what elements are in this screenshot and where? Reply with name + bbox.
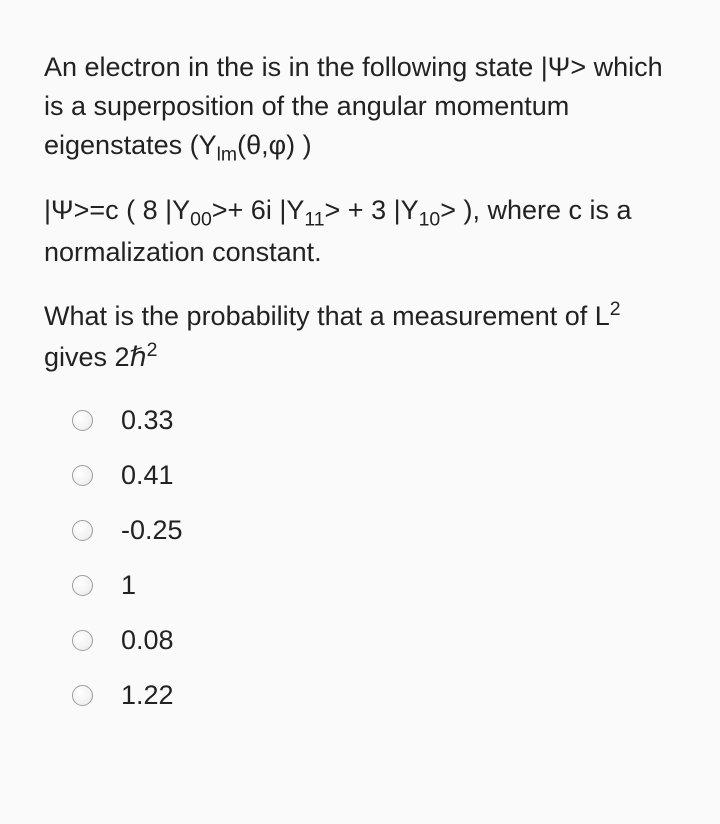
text: An electron in the is in the following s…: [44, 52, 663, 160]
option-row[interactable]: 0.33: [72, 405, 676, 436]
subscript-11: 11: [304, 208, 324, 230]
text: >+ 6i |Y: [212, 195, 305, 225]
option-row[interactable]: 1.22: [72, 680, 676, 711]
radio-icon[interactable]: [72, 410, 93, 431]
radio-icon[interactable]: [72, 465, 93, 486]
option-label: 0.33: [121, 405, 174, 436]
option-label: 0.08: [121, 625, 174, 656]
option-row[interactable]: -0.25: [72, 515, 676, 546]
text: |Ψ>=c ( 8 |Y: [44, 195, 190, 225]
question-page: An electron in the is in the following s…: [0, 0, 720, 759]
option-label: 0.41: [121, 460, 174, 491]
radio-icon[interactable]: [72, 685, 93, 706]
paragraph-3: What is the probability that a measureme…: [44, 295, 676, 377]
option-label: -0.25: [121, 515, 183, 546]
superscript-2b: 2: [147, 339, 158, 361]
option-label: 1.22: [121, 680, 174, 711]
question-stem: An electron in the is in the following s…: [44, 48, 676, 377]
options-list: 0.33 0.41 -0.25 1 0.08 1.22: [44, 405, 676, 711]
option-row[interactable]: 0.41: [72, 460, 676, 491]
text: > + 3 |Y: [325, 195, 419, 225]
text: gives 2ℏ: [44, 342, 147, 372]
paragraph-1: An electron in the is in the following s…: [44, 48, 676, 169]
option-row[interactable]: 0.08: [72, 625, 676, 656]
superscript-2a: 2: [610, 298, 621, 320]
option-label: 1: [121, 570, 136, 601]
option-row[interactable]: 1: [72, 570, 676, 601]
radio-icon[interactable]: [72, 575, 93, 596]
paragraph-2: |Ψ>=c ( 8 |Y00>+ 6i |Y11> + 3 |Y10> ), w…: [44, 191, 676, 273]
subscript-10: 10: [419, 208, 441, 230]
subscript-00: 00: [190, 208, 212, 230]
radio-icon[interactable]: [72, 630, 93, 651]
text: (θ,φ) ): [237, 130, 312, 160]
subscript-lm: lm: [217, 144, 238, 166]
text: What is the probability that a measureme…: [44, 301, 610, 331]
radio-icon[interactable]: [72, 520, 93, 541]
